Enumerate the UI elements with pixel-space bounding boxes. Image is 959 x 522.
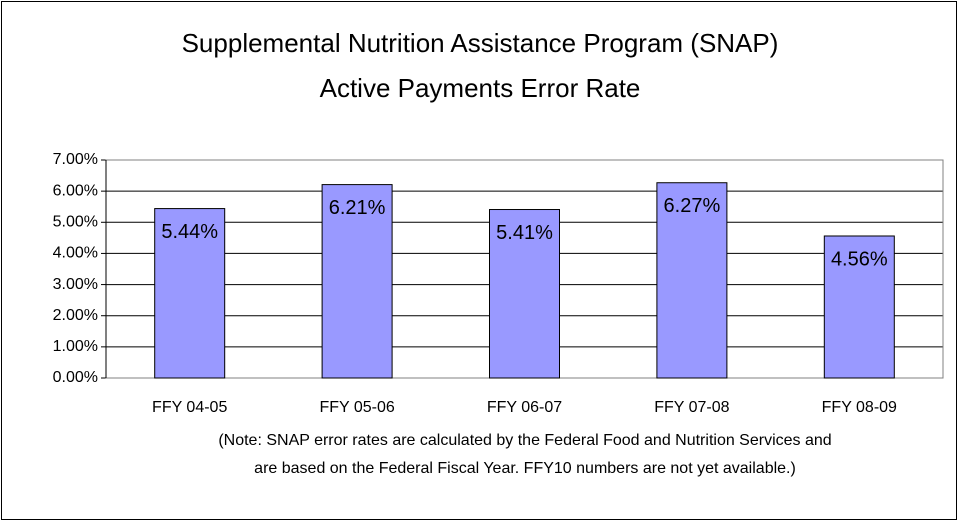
x-tick-label: FFY 06-07 — [487, 399, 562, 416]
bar — [321, 184, 393, 379]
chart-title: Active Payments Error Rate — [320, 73, 641, 103]
bar — [489, 209, 560, 379]
x-tick-label: FFY 07-08 — [654, 399, 729, 416]
y-tick-label: 4.00% — [53, 245, 98, 262]
y-tick-label: 5.00% — [53, 214, 98, 231]
y-tick-label: 1.00% — [53, 338, 98, 355]
x-tick-label: FFY 08-09 — [822, 399, 897, 416]
x-tick-label: FFY 04-05 — [152, 399, 227, 416]
bar — [656, 182, 728, 379]
y-tick-label: 7.00% — [53, 151, 98, 168]
data-label: 6.27% — [664, 195, 721, 217]
bar — [154, 208, 226, 379]
data-label: 6.21% — [329, 197, 386, 219]
note: (Note: SNAP error rates are calculated b… — [218, 432, 831, 449]
y-tick-label: 0.00% — [53, 369, 98, 386]
y-tick-label: 2.00% — [53, 307, 98, 324]
y-tick-label: 6.00% — [53, 182, 98, 199]
data-label: 4.56% — [831, 248, 888, 270]
chart-title: Supplemental Nutrition Assistance Progra… — [182, 28, 779, 58]
note: are based on the Federal Fiscal Year. FF… — [254, 460, 796, 477]
bar — [823, 235, 895, 379]
y-tick-label: 3.00% — [53, 276, 98, 293]
data-label: 5.44% — [161, 221, 218, 243]
x-tick-label: FFY 05-06 — [319, 399, 394, 416]
data-label: 5.41% — [496, 222, 553, 244]
